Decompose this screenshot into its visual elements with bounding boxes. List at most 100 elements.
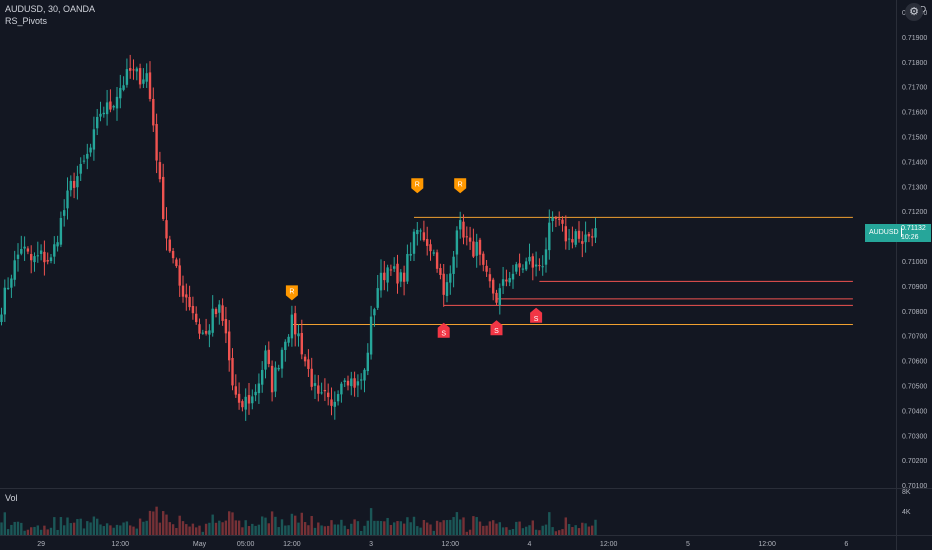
volume-bar <box>360 530 363 535</box>
volume-bar <box>505 527 508 535</box>
volume-bar <box>350 523 353 535</box>
candle-body <box>495 292 498 303</box>
candle-body <box>198 324 201 334</box>
volume-bar <box>56 529 59 535</box>
volume-bar <box>492 520 495 535</box>
candle-body <box>89 147 92 153</box>
candle-body <box>16 254 20 259</box>
pivot-label-support: S <box>530 307 543 323</box>
x-tick-label: 4 <box>528 541 532 548</box>
candle-body <box>284 341 287 350</box>
volume-bar <box>426 522 429 535</box>
candle-body <box>23 246 26 249</box>
volume-bar <box>171 524 175 535</box>
volume-bar <box>472 516 475 535</box>
pivot-label-marker <box>530 307 543 323</box>
candle-body <box>528 256 531 262</box>
candle-body <box>409 253 412 256</box>
volume-bar <box>376 520 379 535</box>
candle-body <box>330 399 333 406</box>
candle-body <box>323 389 327 392</box>
candle-body <box>59 217 63 245</box>
candle-body <box>429 244 432 252</box>
volume-bar <box>175 527 178 535</box>
volume-bar <box>399 521 402 535</box>
candle-body <box>426 239 429 246</box>
volume-bar <box>567 524 571 535</box>
candle-body <box>534 264 538 267</box>
volume-bar <box>43 525 46 535</box>
pivot-label-resistance: R <box>285 285 298 301</box>
settings-gear-icon[interactable]: ⚙ <box>905 3 923 21</box>
candle-body <box>449 273 452 283</box>
volume-bar <box>538 530 541 535</box>
candle-body <box>148 72 152 99</box>
candle-body <box>36 255 39 257</box>
volume-tick-label: 8K <box>902 489 911 496</box>
x-tick-label: May <box>193 541 207 548</box>
pivot-label-text: S <box>494 328 499 335</box>
volume-bar <box>46 529 49 535</box>
candle-body <box>564 226 567 242</box>
candle-body <box>336 394 340 402</box>
volume-bar <box>3 512 6 535</box>
candle-body <box>122 85 125 90</box>
volume-bar <box>412 516 416 535</box>
axes: 0.720000.719000.718000.717000.716000.715… <box>37 10 927 548</box>
volume-bar <box>577 528 581 535</box>
volume-bar <box>554 531 558 535</box>
candle-body <box>56 242 59 247</box>
candle-body <box>181 285 185 297</box>
volume-bar <box>594 519 597 535</box>
y-tick-label: 0.71200 <box>902 209 927 216</box>
volume-bar <box>485 525 488 535</box>
candle-body <box>237 393 241 403</box>
candle-body <box>498 288 501 306</box>
volume-bar <box>132 526 135 535</box>
candle-body <box>277 367 280 370</box>
volume-bar <box>267 523 270 535</box>
volume-bar <box>39 529 43 535</box>
pivot-label-resistance: R <box>411 178 424 194</box>
candle-body <box>548 222 551 251</box>
volume-bar <box>59 517 63 535</box>
volume-bar <box>138 518 142 535</box>
last-price-tag: AUDUSD 0.71132 10:26 <box>865 224 931 242</box>
volume-bar <box>72 522 76 535</box>
candle-body <box>195 313 198 323</box>
volume-bar <box>109 525 112 535</box>
candle-body <box>13 260 16 280</box>
candle-body <box>468 237 472 242</box>
volume-bar <box>313 527 317 535</box>
volume-bar <box>558 530 561 535</box>
candle-body <box>561 219 564 224</box>
price-tag-value: 0.71132 <box>901 225 926 232</box>
candle-body <box>363 369 366 381</box>
volume-bar <box>247 526 251 535</box>
volume-bar <box>379 521 383 535</box>
volume-bar <box>6 529 10 535</box>
candle-body <box>102 112 105 115</box>
candle-body <box>422 232 426 241</box>
volume-bar <box>221 522 224 535</box>
candle-body <box>76 176 79 188</box>
y-tick-label: 0.70800 <box>902 309 927 316</box>
candle-body <box>383 272 386 281</box>
volume-bar <box>584 523 587 535</box>
candle-body <box>270 365 274 393</box>
indicator-label[interactable]: RS_Pivots <box>5 16 48 26</box>
candle-body <box>373 309 376 316</box>
pivot-label-marker <box>454 178 467 194</box>
y-tick-label: 0.70400 <box>902 408 927 415</box>
candle-body <box>234 386 237 395</box>
candle-body <box>201 332 204 334</box>
candle-body <box>112 106 115 108</box>
volume-bar <box>63 525 66 535</box>
volume-bar <box>274 516 277 535</box>
candle-body <box>138 68 142 85</box>
y-tick-label: 0.71600 <box>902 110 927 117</box>
volume-bar <box>261 516 264 535</box>
candle-body <box>531 256 534 268</box>
volume-bar <box>366 520 369 535</box>
